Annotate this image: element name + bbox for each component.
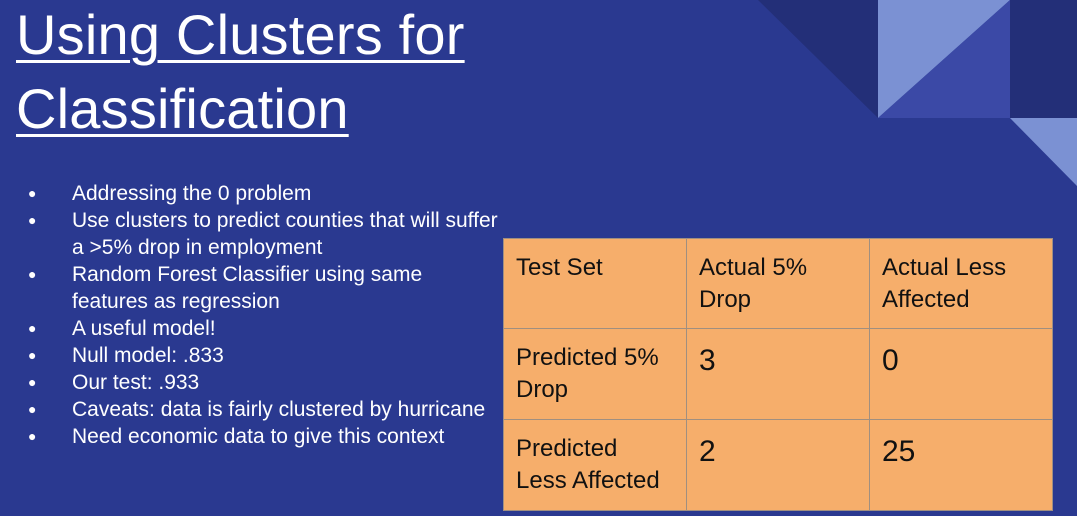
bullet-item: Random Forest Classifier using same feat… xyxy=(28,261,498,315)
table-header-row: Test Set Actual 5% Drop Actual Less Affe… xyxy=(503,238,1053,329)
bullet-item: Need economic data to give this context xyxy=(28,423,498,450)
table-cell-false-negative: 2 xyxy=(686,419,870,511)
column-header-actual-less-affected: Actual Less Affected xyxy=(869,238,1053,329)
bullet-item: Caveats: data is fairly clustered by hur… xyxy=(28,396,498,423)
title-line-2: Classification xyxy=(16,77,349,140)
table-row: Predicted Less Affected 2 25 xyxy=(503,419,1053,511)
bullet-item: Our test: .933 xyxy=(28,369,498,396)
bullet-item: A useful model! xyxy=(28,315,498,342)
column-header-actual-drop: Actual 5% Drop xyxy=(686,238,870,329)
table-cell-true-positive: 3 xyxy=(686,328,870,420)
page-title: Using Clusters for Classification xyxy=(16,0,465,146)
decor-dark-triangle xyxy=(758,0,878,118)
table-cell-true-negative: 25 xyxy=(869,419,1053,511)
table-row: Predicted 5% Drop 3 0 xyxy=(503,328,1053,420)
decor-mid-triangle xyxy=(878,0,1010,118)
table-cell-false-positive: 0 xyxy=(869,328,1053,420)
row-header-predicted-less-affected: Predicted Less Affected xyxy=(503,419,687,511)
bullet-list: Addressing the 0 problem Use clusters to… xyxy=(28,180,498,450)
bullet-item: Null model: .833 xyxy=(28,342,498,369)
decor-dark-block xyxy=(1010,0,1077,118)
bullet-item: Addressing the 0 problem xyxy=(28,180,498,207)
row-header-predicted-drop: Predicted 5% Drop xyxy=(503,328,687,420)
title-line-1: Using Clusters for xyxy=(16,3,465,66)
table-corner-cell: Test Set xyxy=(503,238,687,329)
decor-light-small-triangle xyxy=(1010,118,1077,186)
bullet-item: Use clusters to predict counties that wi… xyxy=(28,207,498,261)
confusion-matrix-table: Test Set Actual 5% Drop Actual Less Affe… xyxy=(503,238,1053,511)
